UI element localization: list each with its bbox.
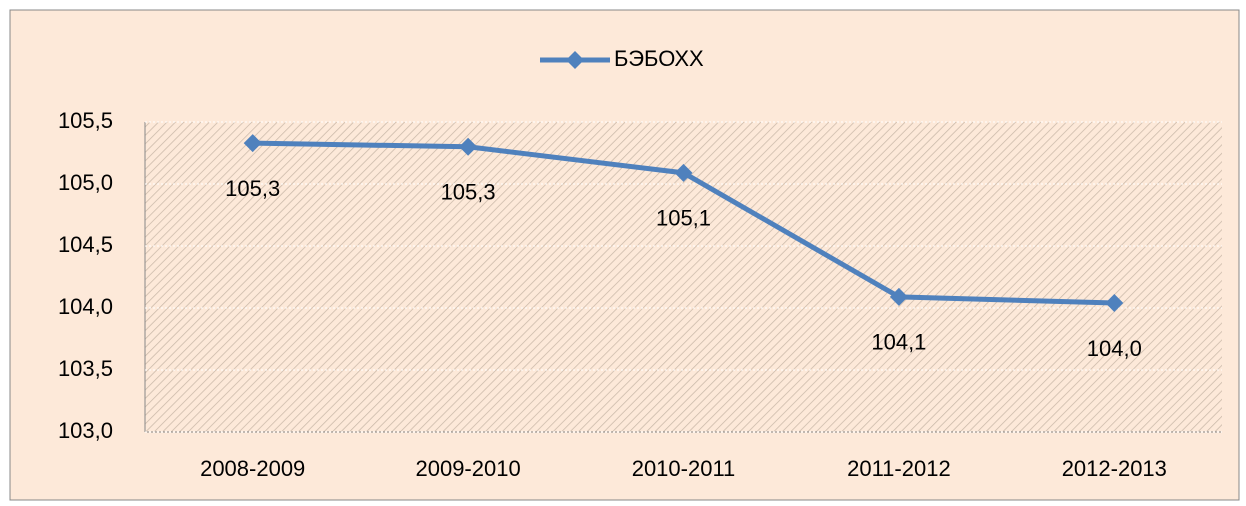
- y-tick-label: 104,0: [58, 294, 113, 319]
- x-tick-label: 2011-2012: [847, 456, 951, 481]
- data-point: [674, 163, 693, 182]
- y-tick-label: 105,5: [58, 108, 113, 133]
- y-tick-label: 103,0: [58, 418, 113, 443]
- data-point: [459, 137, 478, 156]
- legend-marker: [566, 51, 584, 69]
- data-point: [889, 287, 908, 306]
- data-label: 105,3: [225, 176, 280, 201]
- y-tick-label: 103,5: [58, 356, 113, 381]
- data-label: 104,0: [1087, 336, 1142, 361]
- x-tick-label: 2008-2009: [200, 456, 305, 481]
- data-point: [243, 134, 262, 153]
- data-label: 105,3: [441, 180, 496, 205]
- legend-label: БЭБОХХ: [614, 46, 704, 71]
- x-tick-label: 2009-2010: [415, 456, 520, 481]
- data-point: [1105, 294, 1124, 313]
- y-tick-label: 105,0: [58, 170, 113, 195]
- data-label: 105,1: [656, 206, 711, 231]
- y-tick-label: 104,5: [58, 232, 113, 257]
- x-tick-label: 2012-2013: [1062, 456, 1167, 481]
- data-label: 104,1: [871, 330, 926, 355]
- x-tick-label: 2010-2011: [632, 456, 736, 481]
